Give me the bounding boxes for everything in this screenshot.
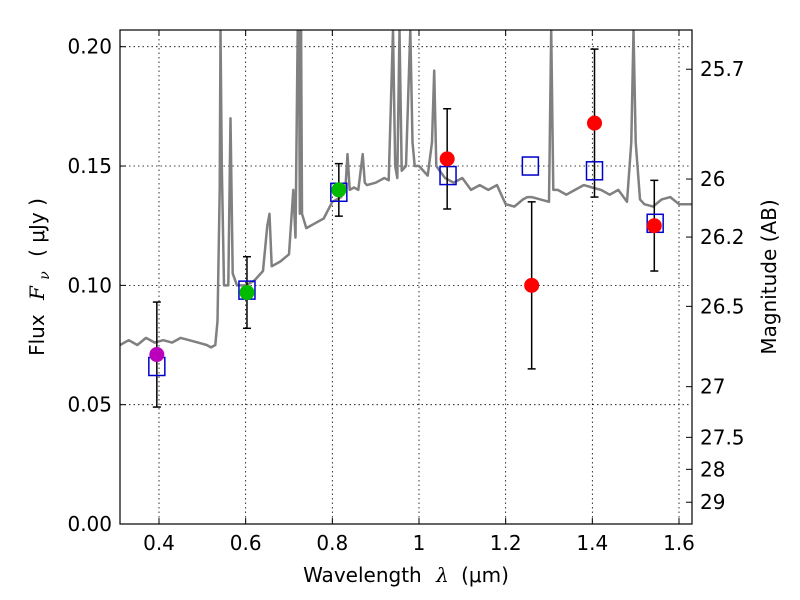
observed-photometry-points — [149, 115, 662, 363]
observed-point — [646, 218, 662, 234]
y2-tick-label: 29 — [700, 490, 725, 514]
observed-point — [149, 347, 165, 363]
y2-tick-label: 27.5 — [700, 425, 745, 449]
x-tick-label: 1 — [413, 531, 426, 555]
y-axis-label-subscript: ν — [37, 271, 53, 280]
y-axis-label-unit: ( μJy ) — [25, 198, 49, 257]
y2-axis-label: Magnitude (AB) — [757, 199, 781, 354]
y-axis-label-symbol: F — [25, 285, 49, 301]
y-tick-label: 0.20 — [67, 35, 112, 59]
y-tick-label: 0.15 — [67, 154, 112, 178]
y-tick-label: 0.05 — [67, 393, 112, 417]
x-axis-label-main: Wavelength — [303, 563, 422, 587]
model-photometry-square — [439, 165, 457, 186]
ticks: 0.4 0.6 0.8 1 1.2 1.4 1.6 0.00 0.05 0.10 0.15 0.20 2… — [67, 30, 745, 555]
grid — [120, 30, 692, 525]
y-axis-label: Flux F ν ( μJy ) — [25, 198, 54, 356]
x-tick-label: 1.4 — [576, 531, 608, 555]
model-spectrum-line — [120, 30, 692, 349]
x-tick-label: 1.2 — [490, 531, 522, 555]
model-photometry-square — [521, 156, 540, 176]
x-tick-label: 0.6 — [230, 531, 262, 555]
x-tick-label: 1.6 — [663, 531, 695, 555]
observed-point — [331, 182, 347, 198]
y2-tick-label: 26 — [700, 167, 725, 191]
y2-tick-label: 26.5 — [700, 294, 745, 318]
observed-point — [439, 151, 455, 167]
y-tick-label: 0.10 — [67, 273, 112, 297]
y2-tick-label: 25.7 — [700, 57, 745, 81]
y2-tick-label: 26.2 — [700, 225, 745, 249]
x-tick-label: 0.8 — [316, 531, 348, 555]
x-axis-label: Wavelength λ (μm) — [303, 563, 509, 587]
observed-point — [524, 277, 540, 293]
y-axis-label-main: Flux — [25, 314, 49, 356]
plot-area — [120, 30, 692, 408]
observed-point — [587, 115, 602, 131]
x-axis-label-lambda: λ — [435, 563, 449, 587]
x-axis-label-unit: (μm) — [461, 563, 509, 587]
model-photometry-square — [585, 161, 604, 181]
x-tick-label: 0.4 — [143, 531, 175, 555]
y2-tick-label: 27 — [700, 375, 725, 399]
y2-tick-label: 28 — [700, 457, 725, 481]
plot-frame — [119, 29, 693, 525]
observed-point — [239, 285, 255, 301]
model-photometry-points — [148, 156, 664, 377]
y-tick-label: 0.00 — [67, 512, 112, 536]
